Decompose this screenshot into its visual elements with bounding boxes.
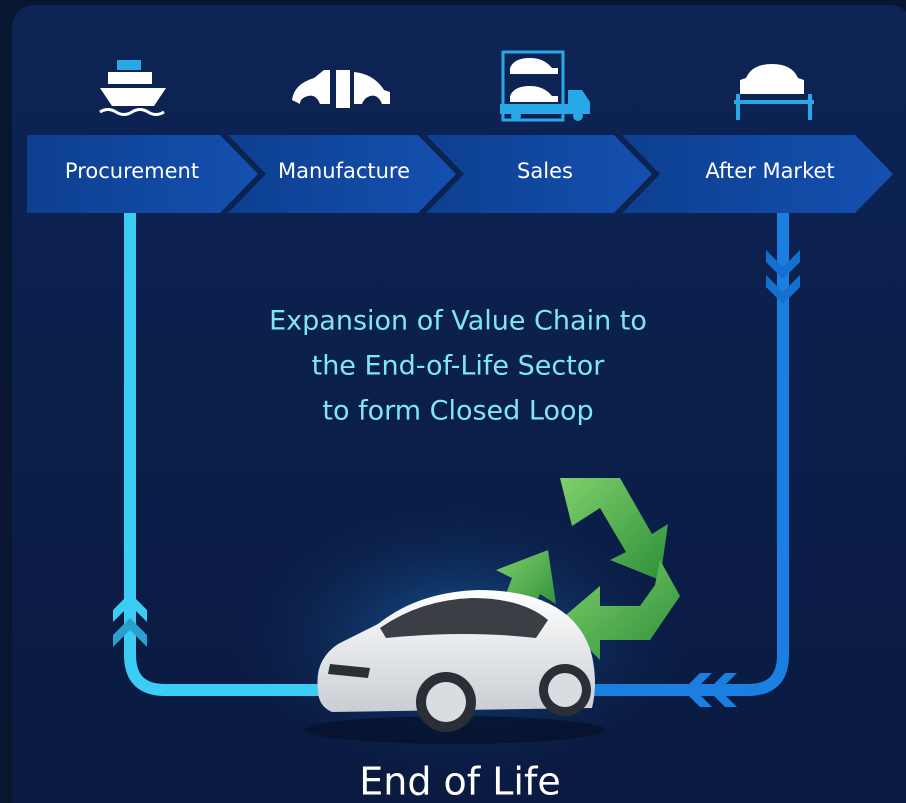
end-label: End of Life bbox=[359, 760, 561, 803]
headline-line: Expansion of Value Chain to bbox=[269, 306, 647, 337]
headline-line: the End-of-Life Sector bbox=[312, 351, 606, 382]
left-arrows bbox=[683, 673, 737, 707]
chevron bbox=[426, 135, 652, 213]
chevron-bar: Procurement Manufacture Sales After Mark… bbox=[27, 135, 893, 213]
step-label: Manufacture bbox=[278, 159, 410, 183]
truck-icon bbox=[500, 50, 590, 122]
step-label: Procurement bbox=[65, 159, 199, 183]
up-arrows bbox=[113, 593, 147, 647]
headline-line: to form Closed Loop bbox=[322, 396, 593, 427]
chevron bbox=[27, 135, 258, 213]
lift-icon bbox=[734, 64, 814, 120]
step-label: Sales bbox=[517, 159, 573, 183]
car-body-icon bbox=[292, 70, 390, 108]
ship-icon bbox=[99, 60, 166, 116]
chevron bbox=[228, 135, 456, 213]
step-label: After Market bbox=[705, 159, 834, 183]
car-image bbox=[305, 590, 605, 744]
chevron bbox=[622, 135, 893, 213]
loop-line-left bbox=[124, 213, 330, 696]
down-arrows bbox=[766, 250, 800, 304]
loop-line-right bbox=[580, 213, 789, 696]
